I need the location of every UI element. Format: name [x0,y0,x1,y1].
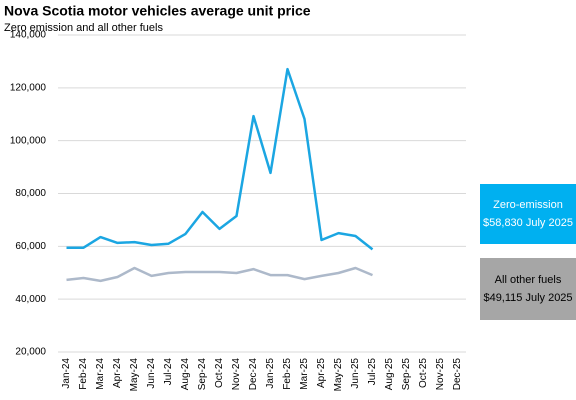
y-tick-label: 80,000 [15,188,46,199]
x-tick-label: Sep-24 [197,358,208,391]
series-line [66,67,374,251]
x-tick-label: Jul-24 [163,358,174,386]
x-tick-label: Jan-25 [265,358,276,389]
x-tick-label: Mar-25 [299,358,310,390]
x-tick-label: Jan-24 [61,358,72,389]
x-tick-label: Jun-24 [146,358,157,389]
x-tick-label: Apr-25 [316,358,327,388]
x-tick-label: Jul-25 [367,358,378,386]
x-tick-label: Jun-25 [350,358,361,389]
y-tick-label: 40,000 [15,294,46,305]
x-tick-label: Sep-25 [401,358,412,391]
x-tick-label: Aug-24 [180,358,191,391]
x-tick-label: Aug-25 [384,358,395,391]
y-tick-label: 140,000 [10,30,47,41]
annotation-box [480,258,576,320]
x-tick-label: Feb-25 [282,358,293,390]
annotation-text: All other fuels [495,274,562,286]
x-tick-label: Oct-25 [418,358,429,388]
x-tick-label: Nov-24 [231,358,242,391]
x-tick-label: Nov-25 [435,358,446,391]
y-tick-label: 100,000 [10,135,47,146]
x-tick-label: Oct-24 [214,358,225,388]
y-tick-label: 120,000 [10,82,47,93]
x-tick-label: Dec-24 [248,358,259,391]
x-tick-label: Mar-24 [95,358,106,390]
x-tick-label: Apr-24 [112,358,123,388]
annotation-box [480,184,576,244]
chart-subtitle: Zero emission and all other fuels [4,22,163,34]
y-tick-label: 20,000 [15,347,46,358]
x-tick-label: May-24 [129,358,140,392]
y-tick-label: 60,000 [15,241,46,252]
annotation-text: Zero-emission [493,199,563,211]
x-tick-label: May-25 [333,358,344,392]
chart-title: Nova Scotia motor vehicles average unit … [4,3,311,19]
x-tick-label: Feb-24 [78,358,89,390]
x-tick-label: Dec-25 [452,358,463,391]
annotation-text: $58,830 July 2025 [483,217,573,229]
series-line [66,266,373,283]
annotation-text: $49,115 July 2025 [483,292,572,304]
